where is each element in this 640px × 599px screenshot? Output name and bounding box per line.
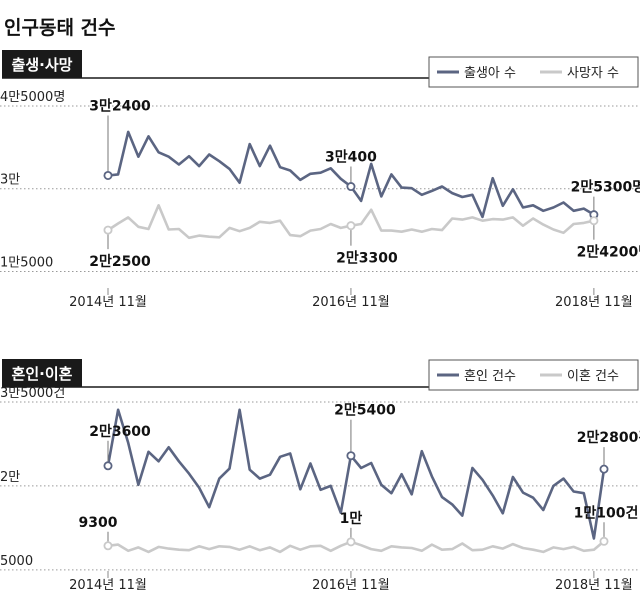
annotation-marker <box>589 216 599 226</box>
legend <box>428 359 639 391</box>
annotation-label: 3만400 <box>325 150 377 166</box>
x-tick-label: 2016년 11월 <box>312 295 390 310</box>
annotation-marker <box>346 182 356 192</box>
annotation-label: 2만5400 <box>334 403 396 419</box>
annotation-marker <box>103 170 113 180</box>
annotation-marker <box>103 541 113 551</box>
x-tick-label: 2014년 11월 <box>69 578 147 593</box>
panel-label: 출생·사망 <box>12 56 73 74</box>
annotation-marker <box>346 537 356 547</box>
x-tick-label: 2018년 11월 <box>555 295 633 310</box>
x-tick-label: 2014년 11월 <box>69 295 147 310</box>
annotation-label: 1만 <box>340 511 363 527</box>
annotation-marker <box>599 536 609 546</box>
y-tick-label: 2만 <box>0 470 20 485</box>
legend-label: 사망자 수 <box>567 66 619 81</box>
annotation-label: 2만4200명 <box>577 244 640 261</box>
annotation-label: 9300 <box>79 515 118 531</box>
annotation-marker <box>599 464 609 474</box>
marriages-divorces-chart: 혼인·이혼 혼인 건수 이혼 건수 3만5000건 2만 5000 2014년 11월 201… <box>0 359 640 593</box>
annotation-marker <box>103 225 113 235</box>
panel-label-box <box>2 359 82 387</box>
annotation-label: 1만100건 <box>574 504 639 521</box>
y-tick-label: 1만5000 <box>0 255 53 270</box>
annotation-label: 2만2800건 <box>577 429 640 446</box>
x-tick-label: 2018년 11월 <box>555 578 633 593</box>
legend-label: 혼인 건수 <box>464 369 516 384</box>
legend-label: 출생아 수 <box>464 66 516 81</box>
x-tick-label: 2016년 11월 <box>312 578 390 593</box>
y-tick-label: 5000 <box>0 554 33 569</box>
y-tick-label: 3만 <box>0 173 20 188</box>
annotation-label: 2만2500 <box>89 254 151 270</box>
series-line <box>106 408 606 540</box>
legend-label: 이혼 건수 <box>567 369 619 384</box>
y-tick-label: 3만5000건 <box>0 386 65 401</box>
y-tick-label: 4만5000명 <box>0 90 65 105</box>
panel-label: 혼인·이혼 <box>12 365 73 383</box>
annotation-label: 2만3300 <box>336 251 398 267</box>
panel-label-box <box>2 50 82 78</box>
page-title: 인구동태 건수 <box>4 17 116 39</box>
legend <box>428 56 639 88</box>
annotation-marker <box>346 451 356 461</box>
annotation-label: 2만3600 <box>89 424 151 440</box>
annotation-label: 3만2400 <box>89 98 151 114</box>
series-line <box>106 539 606 554</box>
annotation-marker <box>103 461 113 471</box>
annotation-marker <box>346 221 356 231</box>
annotation-label: 2만5300명 <box>571 179 640 196</box>
